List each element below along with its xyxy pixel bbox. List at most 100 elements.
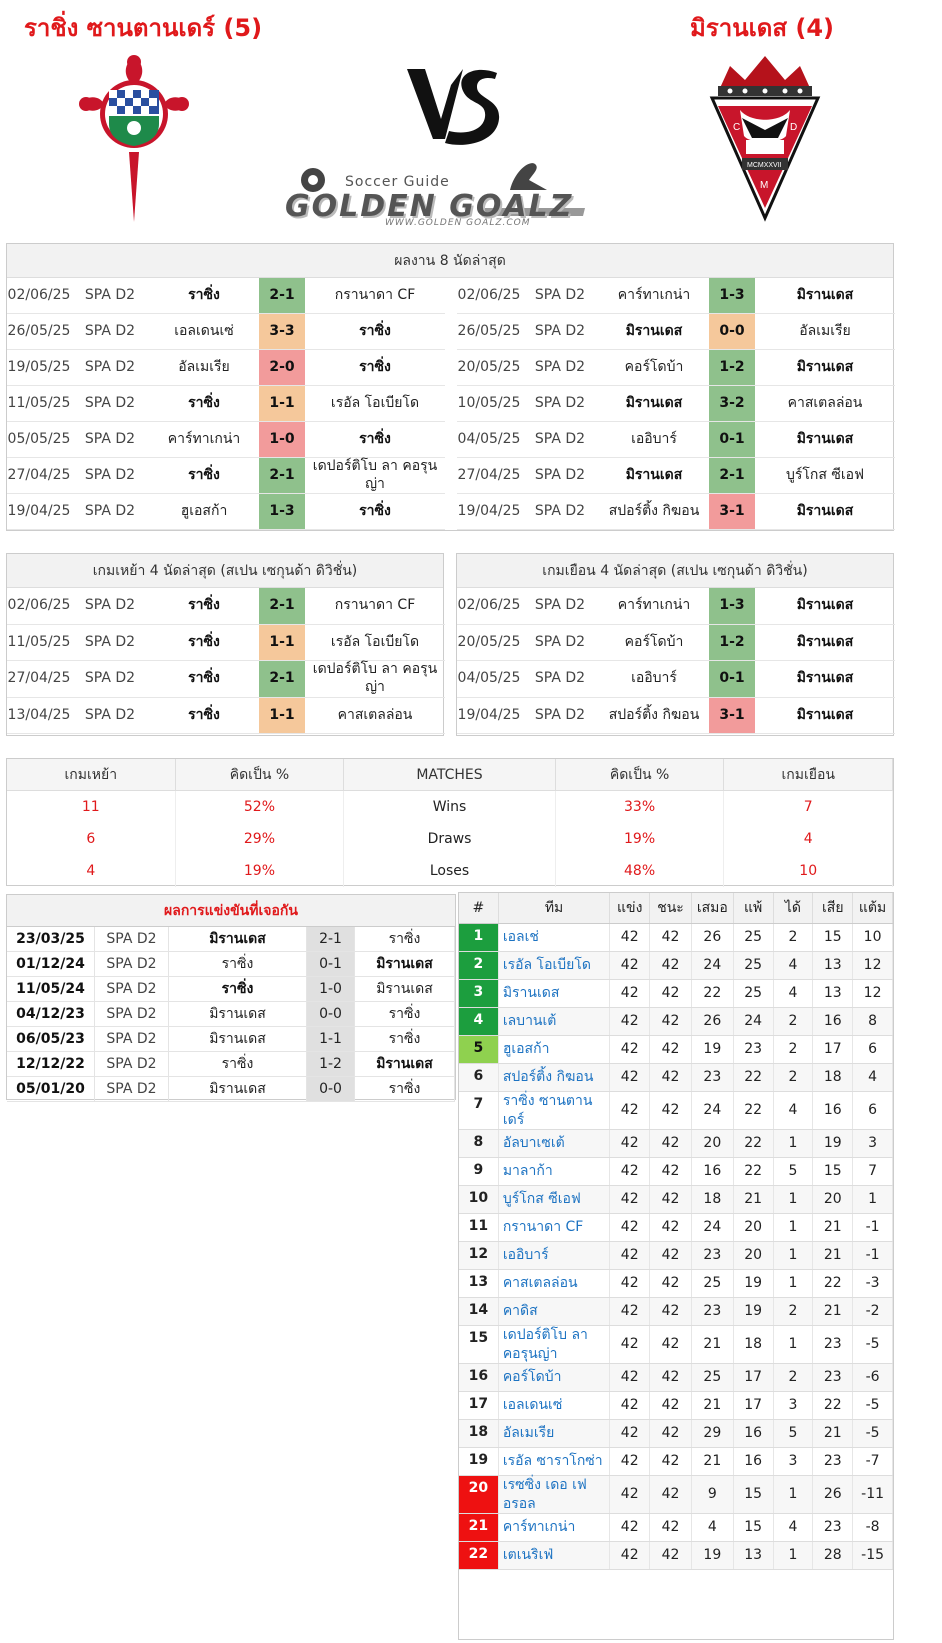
stats-home-pct: 52% bbox=[176, 791, 345, 823]
match-home-team[interactable]: สปอร์ติ้ง กิฆอน bbox=[608, 706, 700, 723]
league-team-link[interactable]: มิรานเดส bbox=[499, 980, 611, 1007]
match-row: 19/04/25 SPA D2 สปอร์ติ้ง กิฆอน 3-1 มิรานเดส bbox=[457, 494, 895, 530]
match-away-team[interactable]: ราซิ่ง bbox=[359, 322, 391, 339]
match-away-team[interactable]: คาสเตลล่อน bbox=[337, 706, 413, 723]
h2h-home-team[interactable]: ราซิ่ง bbox=[169, 977, 307, 1001]
match-home-team[interactable]: มิรานเดส bbox=[625, 394, 683, 411]
match-home-team[interactable]: มิรานเดส bbox=[625, 322, 683, 339]
league-won: 42 bbox=[650, 1214, 692, 1241]
match-row: 05/05/25 SPA D2 คาร์ทาเกน่า 1-0 ราซิ่ง bbox=[7, 422, 445, 458]
league-team-link[interactable]: เรอัล โอเบียโด bbox=[499, 952, 611, 979]
match-home-team[interactable]: คาร์ทาเกน่า bbox=[617, 286, 691, 303]
league-team-link[interactable]: อัลเมเรีย bbox=[499, 1420, 611, 1447]
league-team-link[interactable]: เอลเดนเซ่ bbox=[499, 1392, 611, 1419]
league-team-link[interactable]: คาดิส bbox=[499, 1298, 611, 1325]
match-home-team[interactable]: ราซิ่ง bbox=[188, 670, 220, 686]
h2h-home-team[interactable]: มิรานเดส bbox=[169, 1027, 307, 1051]
match-score: 2-0 bbox=[259, 350, 305, 385]
league-team-link[interactable]: กรานาดา CF bbox=[499, 1214, 611, 1241]
league-team-link[interactable]: ราซิ่ง ซานตานเดร์ bbox=[499, 1092, 611, 1129]
match-away-team[interactable]: มิรานเดส bbox=[796, 670, 854, 686]
league-team-link[interactable]: เรอัล ซาราโกซ่า bbox=[499, 1448, 611, 1475]
league-position: 6 bbox=[459, 1064, 499, 1091]
match-league: SPA D2 bbox=[534, 670, 586, 686]
match-home-team[interactable]: คาร์ทาเกน่า bbox=[617, 597, 691, 613]
league-row: 1 เอลเช่ 42 42 26 25 2 15 10 bbox=[459, 924, 893, 952]
h2h-home-team[interactable]: มิรานเดส bbox=[169, 1002, 307, 1026]
league-team-link[interactable]: สปอร์ติ้ง กิฆอน bbox=[499, 1064, 611, 1091]
match-home-team[interactable]: ราซิ่ง bbox=[188, 597, 220, 613]
h2h-away-team[interactable]: มิรานเดส bbox=[355, 1052, 455, 1076]
league-team-link[interactable]: เตเนริเฟ่ bbox=[499, 1542, 611, 1569]
league-team-link[interactable]: มาลาก้า bbox=[499, 1158, 611, 1185]
h2h-home-team[interactable]: มิรานเดส bbox=[169, 927, 307, 951]
h2h-away-team[interactable]: ราซิ่ง bbox=[355, 1077, 455, 1101]
match-home-team[interactable]: อัลเมเรีย bbox=[178, 358, 230, 375]
h2h-home-team[interactable]: มิรานเดส bbox=[169, 1077, 307, 1101]
league-team-link[interactable]: ฮูเอสก้า bbox=[499, 1036, 611, 1063]
match-away-team[interactable]: เดปอร์ติโบ ลา คอรุนญ่า bbox=[312, 661, 438, 695]
match-away-team[interactable]: เรอัล โอเบียโด bbox=[330, 394, 420, 411]
match-away-team[interactable]: มิรานเดส bbox=[796, 633, 854, 650]
league-drawn: 19 bbox=[692, 1036, 734, 1063]
match-home-team[interactable]: เออิบาร์ bbox=[631, 670, 677, 686]
league-team-link[interactable]: อัลบาเซเต้ bbox=[499, 1130, 611, 1157]
match-home-team[interactable]: ราซิ่ง bbox=[188, 706, 220, 723]
league-team-link[interactable]: เดปอร์ติโบ ลา คอรุนญ่า bbox=[499, 1326, 611, 1363]
stats-header-cell: เกมเยือน bbox=[724, 759, 894, 790]
league-team-link[interactable]: เอลเช่ bbox=[499, 924, 611, 951]
away-team-crest-icon: C D M MCMXXVII bbox=[709, 56, 821, 222]
match-home-team[interactable]: คาร์ทาเกน่า bbox=[167, 430, 241, 447]
match-home-team[interactable]: ราซิ่ง bbox=[188, 466, 220, 483]
match-date: 26/05/25 bbox=[7, 322, 71, 339]
league-team-link[interactable]: คาสเตลล่อน bbox=[499, 1270, 611, 1297]
league-team-link[interactable]: คอร์โดบ้า bbox=[499, 1364, 611, 1391]
match-home-team[interactable]: เออิบาร์ bbox=[631, 430, 677, 447]
league-goals-against: 16 bbox=[813, 1092, 854, 1129]
match-row: 19/04/25 SPA D2 สปอร์ติ้ง กิฆอน 3-1 มิรานเดส bbox=[457, 697, 895, 734]
league-position: 12 bbox=[459, 1242, 499, 1269]
league-team-link[interactable]: เลบานเต้ bbox=[499, 1008, 611, 1035]
match-away-team[interactable]: กรานาดา CF bbox=[334, 286, 416, 303]
league-team-link[interactable]: เรซซิ่ง เดอ เฟอรอล bbox=[499, 1476, 611, 1513]
match-away-team[interactable]: มิรานเดส bbox=[796, 502, 854, 519]
league-team-link[interactable]: เออิบาร์ bbox=[499, 1242, 611, 1269]
league-row: 9 มาลาก้า 42 42 16 22 5 15 7 bbox=[459, 1158, 893, 1186]
league-team-link[interactable]: บูร์โกส ซีเอฟ bbox=[499, 1186, 611, 1213]
h2h-away-team[interactable]: ราซิ่ง bbox=[355, 927, 455, 951]
h2h-away-team[interactable]: มิรานเดส bbox=[355, 977, 455, 1001]
league-drawn: 21 bbox=[692, 1392, 734, 1419]
league-goals-for: 4 bbox=[774, 952, 814, 979]
match-home-team[interactable]: ฮูเอสก้า bbox=[180, 502, 228, 519]
match-home-team[interactable]: ราซิ่ง bbox=[188, 633, 220, 650]
h2h-away-team[interactable]: มิรานเดส bbox=[355, 952, 455, 976]
match-away-team[interactable]: กรานาดา CF bbox=[334, 597, 416, 613]
match-away-team[interactable]: บูร์โกส ซีเอฟ bbox=[785, 466, 864, 483]
match-home-team[interactable]: สปอร์ติ้ง กิฆอน bbox=[608, 502, 700, 519]
match-away-team[interactable]: ราซิ่ง bbox=[359, 502, 391, 519]
match-away-team[interactable]: มิรานเดส bbox=[796, 597, 854, 613]
league-row: 16 คอร์โดบ้า 42 42 25 17 2 23 -6 bbox=[459, 1364, 893, 1392]
league-team-link[interactable]: คาร์ทาเกน่า bbox=[499, 1514, 611, 1541]
match-away-team[interactable]: คาสเตลล่อน bbox=[787, 394, 863, 411]
league-points: 12 bbox=[853, 952, 893, 979]
match-home-team[interactable]: ราซิ่ง bbox=[188, 286, 220, 303]
match-away-team[interactable]: อัลเมเรีย bbox=[799, 322, 851, 339]
match-away-team[interactable]: มิรานเดส bbox=[796, 358, 854, 375]
match-away-team[interactable]: มิรานเดส bbox=[796, 706, 854, 723]
match-home-team[interactable]: มิรานเดส bbox=[625, 466, 683, 483]
h2h-away-team[interactable]: ราซิ่ง bbox=[355, 1002, 455, 1026]
match-away-team[interactable]: ราซิ่ง bbox=[359, 430, 391, 447]
h2h-home-team[interactable]: ราซิ่ง bbox=[169, 1052, 307, 1076]
h2h-home-team[interactable]: ราซิ่ง bbox=[169, 952, 307, 976]
match-away-team[interactable]: เดปอร์ติโบ ลา คอรุนญ่า bbox=[312, 458, 438, 492]
match-home-team[interactable]: คอร์โดบ้า bbox=[624, 358, 684, 375]
match-away-team[interactable]: ราซิ่ง bbox=[359, 358, 391, 375]
match-away-team[interactable]: เรอัล โอเบียโด bbox=[330, 633, 420, 650]
match-home-team[interactable]: ราซิ่ง bbox=[188, 394, 220, 411]
match-away-team[interactable]: มิรานเดส bbox=[796, 286, 854, 303]
match-away-team[interactable]: มิรานเดส bbox=[796, 430, 854, 447]
match-home-team[interactable]: คอร์โดบ้า bbox=[624, 633, 684, 650]
h2h-away-team[interactable]: ราซิ่ง bbox=[355, 1027, 455, 1051]
match-home-team[interactable]: เอลเดนเซ่ bbox=[174, 322, 234, 339]
